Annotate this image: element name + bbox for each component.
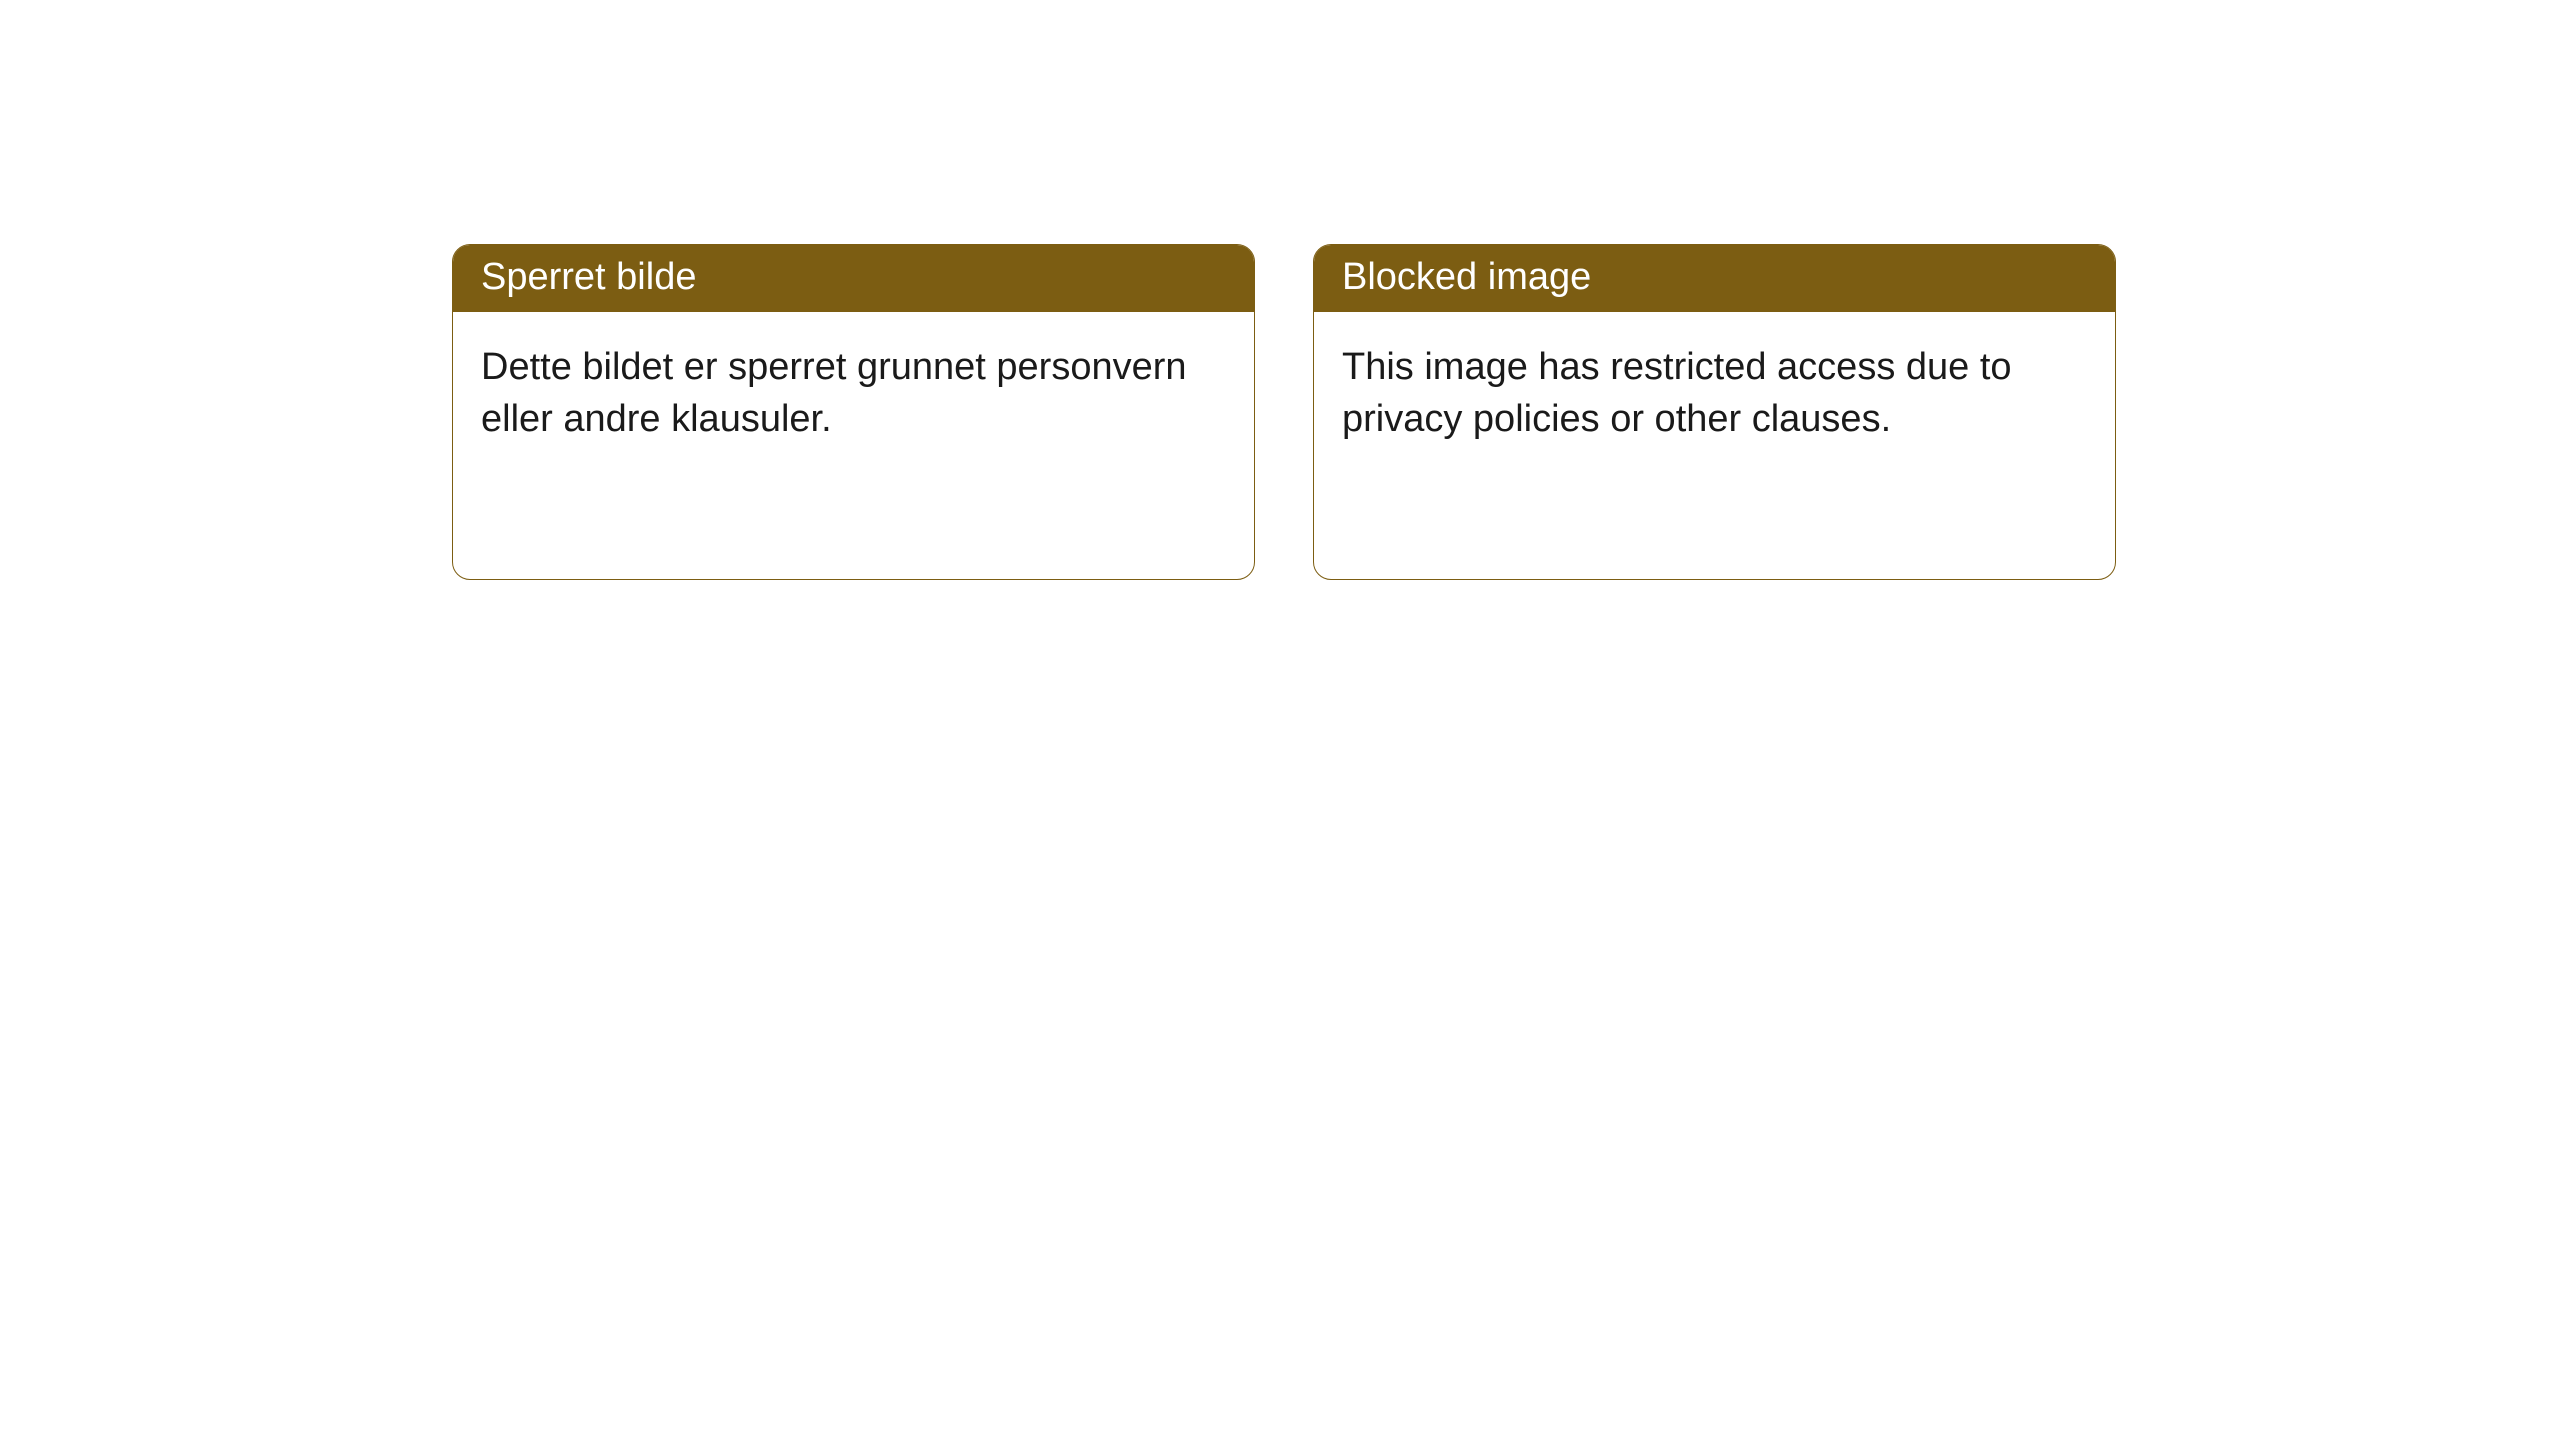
notice-header-norwegian: Sperret bilde bbox=[453, 245, 1254, 312]
notice-card-norwegian: Sperret bilde Dette bildet er sperret gr… bbox=[452, 244, 1255, 580]
notice-body-english: This image has restricted access due to … bbox=[1314, 312, 2115, 475]
notice-container: Sperret bilde Dette bildet er sperret gr… bbox=[452, 244, 2116, 580]
notice-header-english: Blocked image bbox=[1314, 245, 2115, 312]
notice-body-norwegian: Dette bildet er sperret grunnet personve… bbox=[453, 312, 1254, 475]
notice-card-english: Blocked image This image has restricted … bbox=[1313, 244, 2116, 580]
